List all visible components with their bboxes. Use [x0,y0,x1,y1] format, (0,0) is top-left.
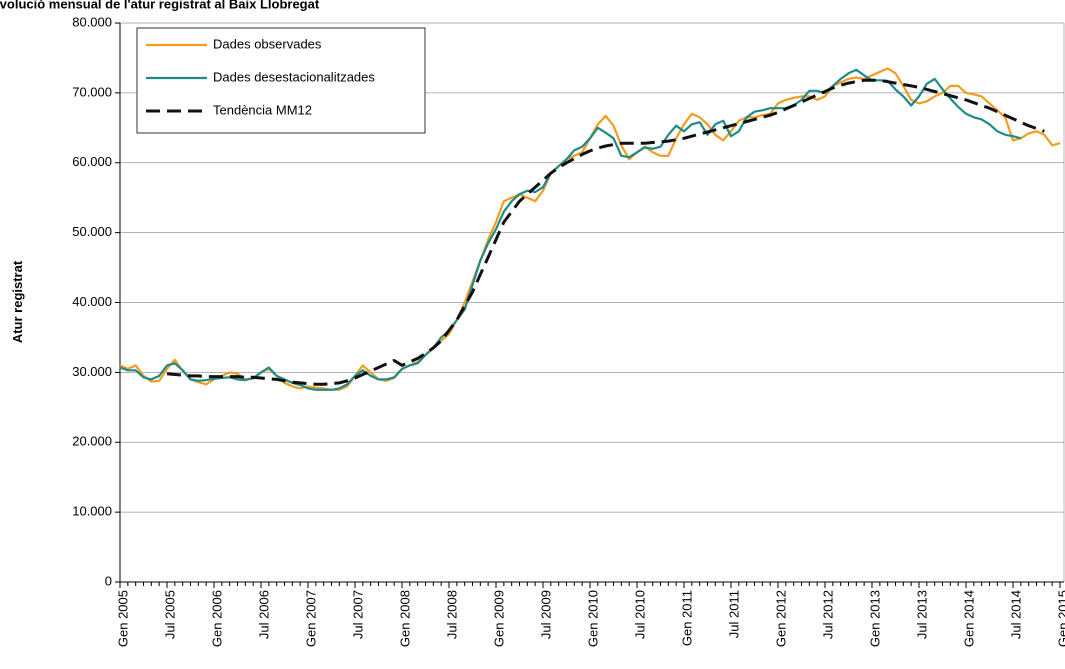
x-tick-label: Jul 2008 [444,590,459,639]
legend-label: Tendència MM12 [213,102,312,117]
x-tick-label: Gen 2015 [1055,590,1065,647]
x-tick-label: Gen 2013 [867,590,882,647]
x-tick-label: Jul 2009 [538,590,553,639]
y-tick-label: 60.000 [72,154,112,169]
legend: Dades observades Dades desestacionalitzad… [136,27,426,134]
x-tick-label: Gen 2006 [209,590,224,647]
x-tick-label: Jul 2006 [256,590,271,639]
y-tick-label: 20.000 [72,434,112,449]
x-tick-label: Gen 2010 [585,590,600,647]
x-tick-label: Gen 2007 [303,590,318,647]
y-tick-label: 50.000 [72,224,112,239]
legend-label: Dades desestacionalitzades [213,69,375,84]
x-tick-label: Gen 2009 [491,590,506,647]
x-tick-label: Gen 2012 [773,590,788,647]
x-tick-label: Jul 2005 [162,590,177,639]
x-tick-label: Gen 2008 [397,590,412,647]
x-tick-label: Gen 2011 [679,590,694,646]
x-tick-label: Gen 2014 [961,590,976,647]
legend-label: Dades observades [213,36,322,51]
y-tick-label: 30.000 [72,364,112,379]
y-tick-label: 70.000 [72,84,112,99]
x-tick-label: Jul 2007 [350,590,365,639]
x-tick-label: Gen 2005 [115,590,130,647]
x-tick-label: Jul 2013 [914,590,929,639]
y-tick-label: 40.000 [72,294,112,309]
x-tick-label: Jul 2012 [820,590,835,639]
x-tick-label: Jul 2014 [1008,590,1023,639]
series-line [166,78,1045,386]
y-tick-label: 0 [105,573,112,588]
y-axis-label: Atur registrat [10,260,25,343]
y-tick-label: 10.000 [72,504,112,519]
chart-title: Evolució mensual de l'atur registrat al … [0,0,320,11]
x-tick-label: Jul 2011 [726,590,741,638]
y-tick-label: 80.000 [72,14,112,29]
x-tick-label: Jul 2010 [632,590,647,639]
